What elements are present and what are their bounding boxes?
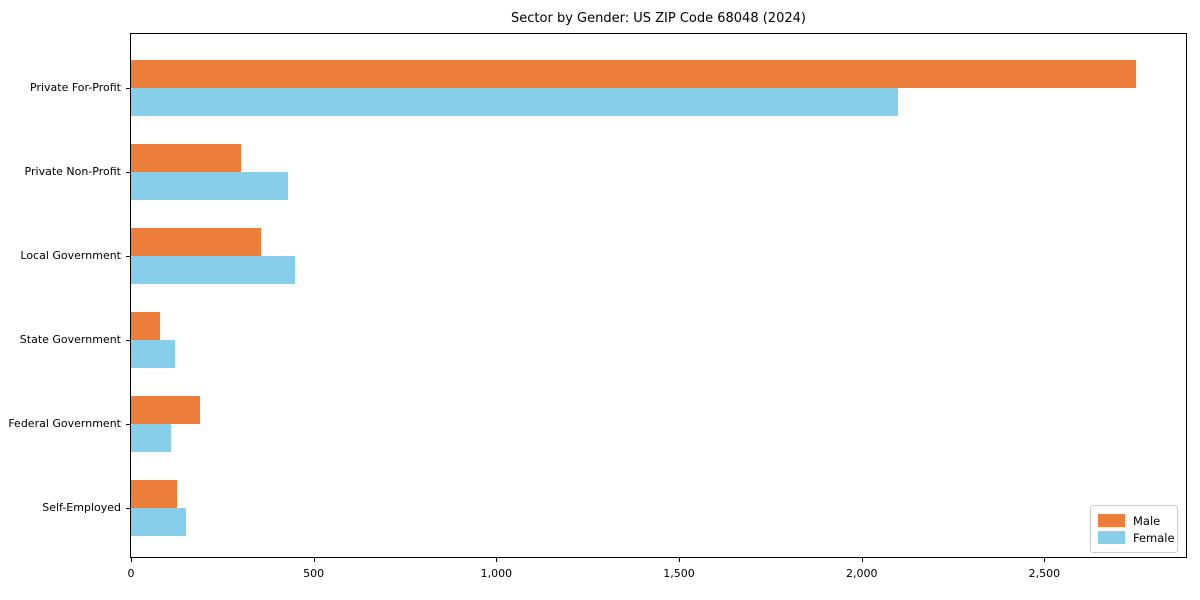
y-tick-mark [126, 88, 130, 89]
y-tick-label: Federal Government [8, 417, 121, 430]
x-tick-mark [131, 558, 132, 562]
bar-male-federal-government [131, 396, 201, 424]
x-tick-label: 2,000 [845, 567, 878, 580]
y-tick-mark [126, 424, 130, 425]
y-tick-mark [126, 172, 130, 173]
bar-male-self-employed [131, 480, 177, 508]
y-tick-label: Local Government [20, 249, 121, 262]
bar-male-local-government [131, 228, 261, 256]
legend-swatch-male [1098, 514, 1125, 527]
bar-female-state-government [131, 340, 175, 368]
y-tick-label: Self-Employed [42, 501, 121, 514]
bar-female-private-for-profit [131, 88, 899, 116]
x-tick-mark [496, 558, 498, 562]
bar-female-self-employed [131, 508, 186, 536]
legend-item-female: Female [1098, 529, 1175, 546]
y-tick-label: Private Non-Profit [24, 165, 121, 178]
x-tick-mark [861, 558, 863, 562]
legend-label-male: Male [1133, 513, 1161, 528]
legend-swatch-female [1098, 531, 1125, 544]
x-tick-label: 1,500 [663, 567, 695, 580]
plot-area [130, 33, 1187, 558]
x-tick-label: 500 [303, 567, 325, 580]
legend-label-female: Female [1133, 530, 1175, 545]
y-tick-label: State Government [19, 333, 121, 346]
y-tick-mark [126, 256, 130, 257]
y-tick-label: Private For-Profit [30, 81, 121, 94]
legend: Male Female [1090, 505, 1178, 553]
bar-male-state-government [131, 312, 161, 340]
x-tick-label: 2,500 [1028, 567, 1061, 580]
x-tick-mark [1044, 558, 1046, 562]
bar-female-federal-government [131, 424, 172, 452]
bar-female-local-government [131, 256, 296, 284]
chart-title: Sector by Gender: US ZIP Code 68048 (202… [511, 11, 806, 26]
x-tick-label: 0 [127, 567, 135, 580]
legend-item-male: Male [1098, 512, 1170, 529]
y-tick-mark [126, 508, 130, 509]
x-tick-label: 1,000 [480, 567, 513, 580]
x-tick-mark [679, 558, 681, 562]
bar-female-private-non-profit [131, 172, 289, 200]
bar-male-private-non-profit [131, 144, 241, 172]
x-tick-mark [313, 558, 315, 562]
y-tick-mark [126, 340, 130, 341]
bar-male-private-for-profit [131, 60, 1136, 88]
